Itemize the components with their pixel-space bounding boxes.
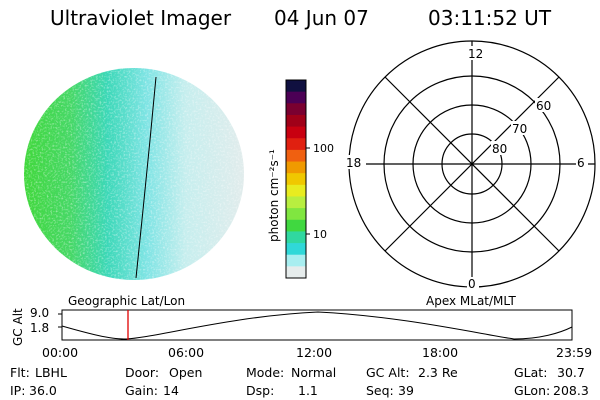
colorbar-strip: [286, 149, 306, 163]
mlat-label-70: 70: [512, 122, 527, 136]
seq-value: 39: [398, 383, 414, 398]
gcalt-label: GC Alt:: [366, 365, 410, 380]
mlat-label-80: 80: [492, 142, 507, 156]
colorbar-strip: [286, 126, 306, 139]
ip-label: IP:: [10, 383, 25, 398]
colorbar-unit-label: photon cm⁻²s⁻¹: [267, 149, 281, 242]
timeline-left-label: Geographic Lat/Lon: [68, 294, 185, 308]
colorbar-strip: [286, 219, 306, 232]
mlt-label-0: 0: [468, 277, 476, 291]
polar-grid: [348, 40, 596, 288]
x-tick-2359: 23:59: [556, 345, 592, 360]
x-tick-0000: 00:00: [42, 345, 78, 360]
colorbar-tick-100: 100: [313, 142, 334, 155]
mlt-label-12: 12: [468, 47, 483, 61]
timeline-y-title: GC Alt: [11, 308, 25, 346]
timeline-y-tick-9: 9.0: [30, 306, 49, 320]
color-scale: 100 10 photon cm⁻²s⁻¹: [267, 79, 334, 279]
terminator-line: [135, 76, 157, 279]
colorbar-strip: [286, 266, 306, 279]
flt-value: LBHL: [35, 365, 67, 380]
colorbar-strip: [286, 161, 306, 174]
timeline-y-tick-1: 1.8: [30, 321, 49, 335]
mlat-label-60: 60: [536, 99, 551, 113]
x-tick-1800: 18:00: [422, 345, 458, 360]
x-tick-1200: 12:00: [296, 345, 332, 360]
glat-value: 30.7: [557, 365, 585, 380]
gain-value: 14: [163, 383, 179, 398]
colorbar-strip: [286, 138, 306, 151]
mode-label: Mode:: [246, 365, 284, 380]
colorbar-strip: [286, 254, 306, 267]
colorbar-strip: [286, 103, 306, 116]
door-value: Open: [169, 365, 202, 380]
orbit-timeline: [58, 309, 573, 341]
colorbar-strip: [286, 196, 306, 209]
colorbar-strip: [286, 231, 306, 244]
glat-label: GLat:: [514, 365, 547, 380]
colorbar-strip: [286, 243, 306, 256]
colorbar-strip: [286, 208, 306, 221]
door-label: Door:: [125, 365, 159, 380]
colorbar-strip: [286, 80, 306, 93]
gcalt-value: 2.3 Re: [418, 365, 458, 380]
colorbar-strip: [286, 184, 306, 197]
mlt-label-6: 6: [577, 156, 585, 170]
info-panel: Flt: LBHL Door: Open Mode: Normal GC Alt…: [10, 365, 589, 398]
gain-label: Gain:: [125, 383, 158, 398]
mode-value: Normal: [291, 365, 336, 380]
seq-label: Seq:: [366, 383, 394, 398]
dsp-value: 1.1: [298, 383, 318, 398]
colorbar-strip: [286, 91, 306, 104]
x-tick-0600: 06:00: [168, 345, 204, 360]
time-readout: 03:11:52 UT: [428, 6, 552, 30]
orbit-altitude-curve: [61, 311, 573, 340]
colorbar-tick-10: 10: [313, 228, 327, 241]
window-title: Ultraviolet Imager: [50, 6, 232, 30]
timeline-right-label: Apex MLat/MLT: [426, 294, 516, 308]
colorbar-strip: [286, 114, 306, 128]
ip-value: 36.0: [29, 383, 57, 398]
flt-label: Flt:: [10, 365, 30, 380]
glon-label: GLon:: [514, 383, 550, 398]
colorbar-strip: [286, 173, 306, 186]
date-readout: 04 Jun 07: [274, 6, 369, 30]
aurora-image: [24, 68, 244, 280]
mlt-label-18: 18: [346, 156, 361, 170]
dsp-label: Dsp:: [246, 383, 274, 398]
glon-value: 208.3: [553, 383, 589, 398]
